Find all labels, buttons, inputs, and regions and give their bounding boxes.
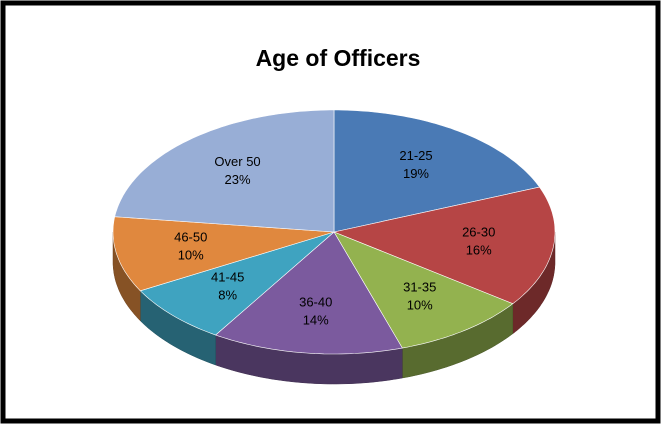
slice-category-label: 26-30 <box>462 225 495 240</box>
slice-value-label: 14% <box>303 312 329 327</box>
pie-slice <box>333 231 514 349</box>
chart-title: Age of Officers <box>256 45 421 71</box>
pie-slice <box>112 216 335 292</box>
slice-category-label: 31-35 <box>403 280 436 295</box>
slice-value-label: 10% <box>407 298 433 313</box>
slice-value-label: 23% <box>225 172 251 187</box>
slice-category-label: 36-40 <box>299 294 332 309</box>
pie-slice <box>114 109 335 233</box>
slice-category-label: 46-50 <box>174 230 207 245</box>
slice-value-label: 8% <box>218 288 237 303</box>
slice-value-label: 16% <box>466 243 492 258</box>
slice-category-label: Over 50 <box>214 154 260 169</box>
pie-slice <box>139 231 335 336</box>
pie-slice <box>333 109 541 233</box>
pie-slice <box>215 231 403 355</box>
slice-value-label: 19% <box>403 166 429 181</box>
slice-category-label: 21-25 <box>399 148 432 163</box>
pie-slice <box>332 186 556 305</box>
slice-category-label: 41-45 <box>211 270 244 285</box>
slice-value-label: 10% <box>178 248 204 263</box>
